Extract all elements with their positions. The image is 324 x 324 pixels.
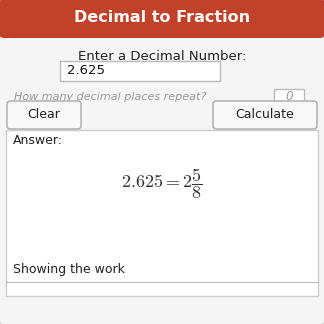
Text: Showing the work: Showing the work (13, 262, 125, 275)
Text: How many decimal places repeat?: How many decimal places repeat? (14, 92, 206, 102)
FancyBboxPatch shape (213, 101, 317, 129)
Text: Decimal to Fraction: Decimal to Fraction (74, 9, 250, 25)
Text: 2.625: 2.625 (67, 64, 105, 77)
Text: 0: 0 (285, 90, 293, 103)
Text: $2.625 = 2\dfrac{5}{8}$: $2.625 = 2\dfrac{5}{8}$ (121, 167, 203, 201)
FancyBboxPatch shape (274, 89, 304, 105)
Text: Enter a Decimal Number:: Enter a Decimal Number: (78, 50, 246, 63)
FancyBboxPatch shape (60, 61, 220, 81)
FancyBboxPatch shape (6, 130, 318, 296)
Text: Clear: Clear (28, 109, 61, 122)
FancyBboxPatch shape (4, 18, 320, 33)
Text: Calculate: Calculate (236, 109, 295, 122)
FancyBboxPatch shape (0, 0, 324, 38)
FancyBboxPatch shape (7, 101, 81, 129)
Text: Answer:: Answer: (13, 133, 63, 146)
